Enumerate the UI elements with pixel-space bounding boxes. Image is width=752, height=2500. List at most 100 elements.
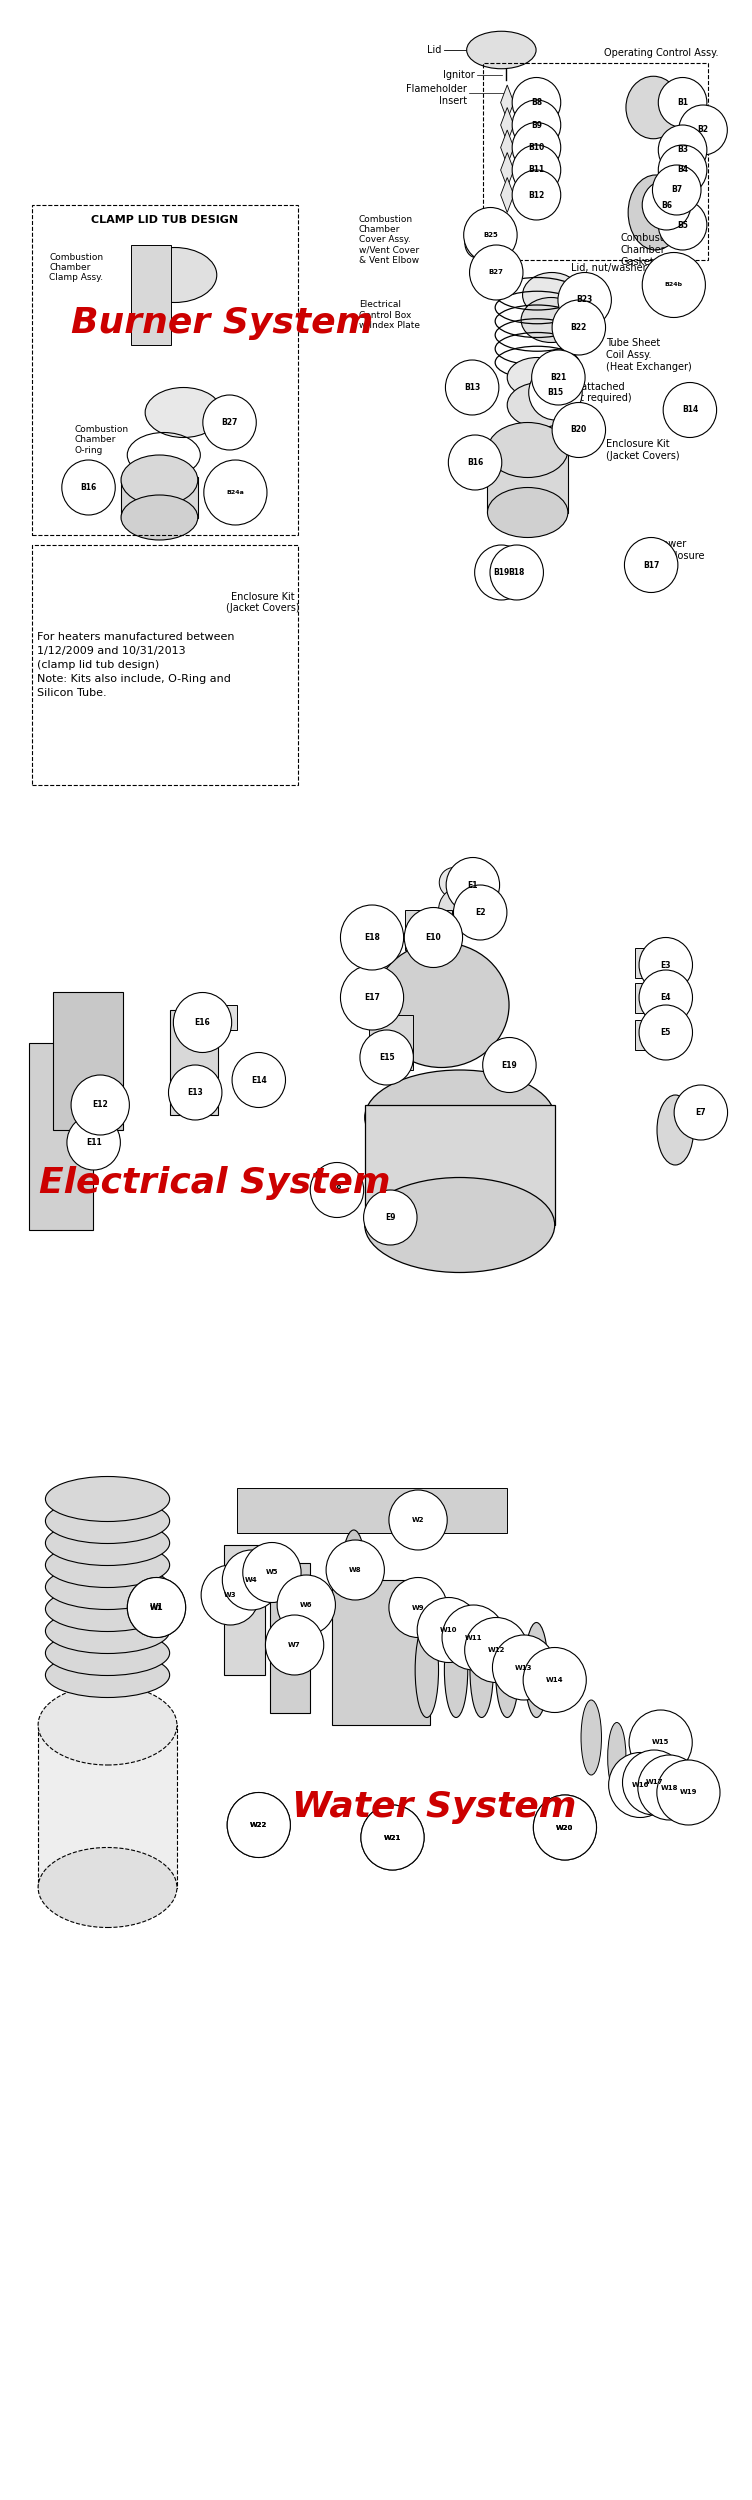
Bar — [369, 1015, 413, 1070]
Bar — [171, 1010, 218, 1115]
Ellipse shape — [203, 395, 256, 450]
Ellipse shape — [469, 245, 523, 300]
Text: Electrical
Control Box
w/Index Plate: Electrical Control Box w/Index Plate — [359, 300, 420, 330]
Bar — [121, 478, 198, 518]
Text: W4: W4 — [245, 1578, 258, 1582]
Ellipse shape — [493, 1635, 556, 1700]
Ellipse shape — [45, 1608, 170, 1652]
Text: B21: B21 — [550, 372, 566, 382]
Ellipse shape — [446, 858, 499, 912]
Ellipse shape — [608, 1752, 672, 1818]
Text: W8: W8 — [349, 1568, 362, 1572]
Ellipse shape — [657, 1095, 693, 1165]
Bar — [224, 1545, 265, 1675]
Ellipse shape — [533, 1795, 596, 1860]
Ellipse shape — [38, 1685, 177, 1765]
Text: B17: B17 — [643, 560, 660, 570]
Text: W16: W16 — [632, 1782, 649, 1788]
Text: E4: E4 — [660, 992, 671, 1002]
Text: B9: B9 — [531, 120, 542, 130]
Ellipse shape — [45, 1478, 170, 1522]
Ellipse shape — [277, 1575, 335, 1635]
Text: B12: B12 — [529, 190, 544, 200]
Text: E12: E12 — [92, 1100, 108, 1110]
Ellipse shape — [71, 1075, 129, 1135]
Text: W18: W18 — [661, 1785, 678, 1790]
Text: E8: E8 — [332, 1185, 342, 1195]
Text: W17: W17 — [645, 1780, 663, 1785]
Text: B27: B27 — [221, 418, 238, 428]
Text: Combustion
Chamber
Cover Assy.
w/Vent Cover
& Vent Elbow: Combustion Chamber Cover Assy. w/Vent Co… — [359, 215, 419, 265]
Ellipse shape — [417, 1598, 481, 1662]
Ellipse shape — [67, 1115, 120, 1170]
Ellipse shape — [453, 885, 507, 940]
Text: E15: E15 — [379, 1052, 395, 1062]
Text: B20: B20 — [571, 425, 587, 435]
Text: W9: W9 — [412, 1605, 424, 1610]
Bar — [29, 1042, 93, 1230]
Ellipse shape — [265, 1615, 324, 1675]
Ellipse shape — [487, 422, 568, 478]
Text: E18: E18 — [364, 932, 380, 942]
Ellipse shape — [670, 1732, 688, 1802]
Text: B8: B8 — [531, 98, 542, 107]
Ellipse shape — [201, 1565, 259, 1625]
Bar — [326, 1182, 347, 1202]
Ellipse shape — [405, 908, 462, 968]
Text: B4: B4 — [677, 165, 688, 175]
Text: E19: E19 — [502, 1060, 517, 1070]
Text: E1: E1 — [468, 880, 478, 890]
Text: Tube Sheet
Coil Assy.
(Heat Exchanger): Tube Sheet Coil Assy. (Heat Exchanger) — [606, 338, 692, 372]
Text: B27: B27 — [489, 270, 504, 275]
Ellipse shape — [525, 1622, 548, 1718]
Text: B1: B1 — [677, 98, 688, 107]
Text: B18: B18 — [508, 568, 525, 578]
Ellipse shape — [45, 1520, 170, 1565]
Text: Electrical System: Electrical System — [39, 1165, 391, 1200]
Ellipse shape — [470, 1622, 493, 1718]
Ellipse shape — [521, 298, 581, 343]
Text: B13: B13 — [464, 382, 481, 392]
Polygon shape — [501, 107, 514, 142]
Text: E14: E14 — [251, 1075, 267, 1085]
Text: W10: W10 — [440, 1628, 457, 1632]
Text: W1: W1 — [150, 1605, 162, 1610]
Text: Flameholder
Insert: Flameholder Insert — [406, 85, 467, 105]
Ellipse shape — [483, 1038, 536, 1092]
Text: W3: W3 — [224, 1592, 237, 1598]
Text: Water System: Water System — [292, 1790, 576, 1825]
Ellipse shape — [674, 1085, 728, 1140]
Text: E2: E2 — [475, 908, 486, 918]
Ellipse shape — [653, 165, 701, 215]
Ellipse shape — [227, 1792, 290, 1858]
Ellipse shape — [121, 455, 198, 505]
Ellipse shape — [631, 1727, 647, 1792]
Text: W1: W1 — [150, 1602, 163, 1612]
Ellipse shape — [45, 1565, 170, 1610]
Text: W22: W22 — [250, 1822, 268, 1828]
Text: W13: W13 — [515, 1665, 532, 1670]
Text: Operating Control Assy.: Operating Control Assy. — [605, 48, 719, 58]
Text: E10: E10 — [426, 932, 441, 942]
Ellipse shape — [363, 1190, 417, 1245]
Ellipse shape — [552, 300, 605, 355]
Text: Lid, nut/washer (9x): Lid, nut/washer (9x) — [571, 262, 669, 272]
Ellipse shape — [523, 1648, 587, 1712]
Ellipse shape — [494, 1052, 507, 1082]
Ellipse shape — [608, 1722, 626, 1792]
Text: B5: B5 — [677, 220, 688, 230]
Text: E5: E5 — [660, 1028, 671, 1038]
Text: B15: B15 — [547, 388, 563, 398]
Text: Combustion
Chamber
Clamp Assy.: Combustion Chamber Clamp Assy. — [49, 253, 103, 282]
Text: (if attached
not required): (if attached not required) — [568, 382, 632, 402]
Ellipse shape — [465, 228, 487, 258]
Ellipse shape — [624, 538, 678, 592]
Text: W14: W14 — [546, 1678, 563, 1682]
Bar — [635, 948, 663, 978]
Bar — [332, 1580, 430, 1725]
Polygon shape — [501, 130, 514, 165]
Ellipse shape — [464, 208, 517, 262]
Ellipse shape — [523, 272, 581, 318]
Ellipse shape — [623, 1750, 686, 1815]
Ellipse shape — [38, 1848, 177, 1928]
